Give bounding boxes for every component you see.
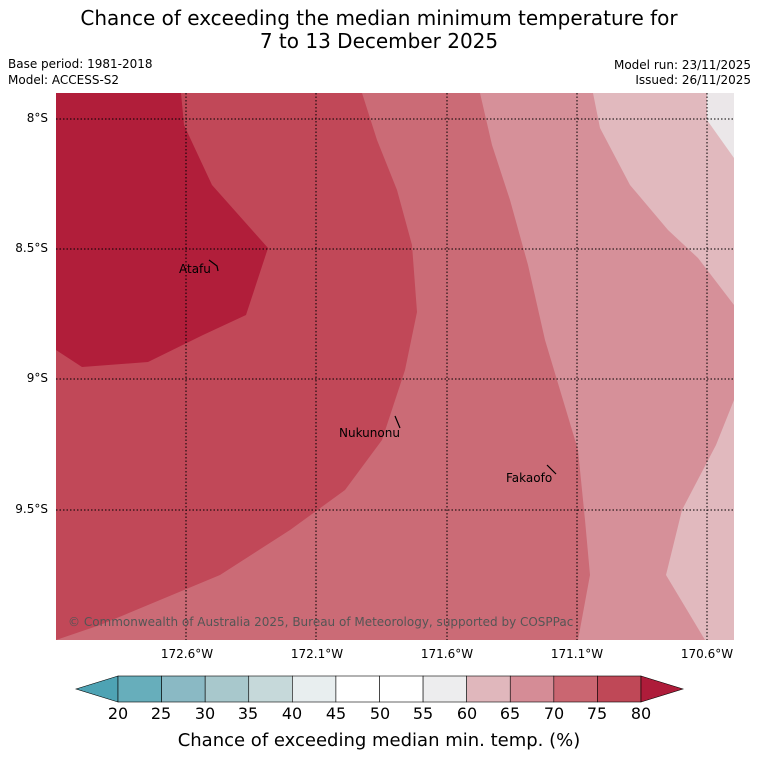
place-nukunonu: Nukunonu xyxy=(339,426,400,440)
map-title-line2: 7 to 13 December 2025 xyxy=(259,29,499,53)
base-period: Base period: 1981-2018 xyxy=(8,57,153,71)
model-name: Model: ACCESS-S2 xyxy=(8,73,120,87)
colorbar-cell xyxy=(597,675,642,703)
colorbar-tick: 80 xyxy=(630,704,652,723)
place-atafu: Atafu xyxy=(179,262,211,276)
issued-date: Issued: 26/11/2025 xyxy=(635,73,751,87)
nukunonu-atoll xyxy=(394,415,401,429)
zone-above-80 xyxy=(56,93,268,367)
colorbar-under-arrow xyxy=(74,675,119,703)
colorbar-label: Chance of exceeding median min. temp. (%… xyxy=(177,730,581,751)
atafu-atoll xyxy=(208,259,219,272)
colorbar-tick: 55 xyxy=(412,704,434,723)
colorbar-cell xyxy=(509,675,555,703)
colorbar-cell xyxy=(379,675,424,703)
lat-label-9s: 9°S xyxy=(26,371,48,385)
colorbar-tick: 40 xyxy=(281,704,303,723)
colorbar-tick: 70 xyxy=(543,704,565,723)
colorbar-over-arrow xyxy=(640,675,685,703)
lon-label-171-1w: 171.1°W xyxy=(550,647,604,661)
fakaofo-atoll xyxy=(546,464,557,475)
colorbar-tick: 65 xyxy=(499,704,521,723)
colorbar-tick: 20 xyxy=(107,704,129,723)
lon-label-170-6w: 170.6°W xyxy=(680,647,734,661)
lat-label-8-5s: 8.5°S xyxy=(15,241,48,255)
colorbar-tick: 50 xyxy=(369,704,391,723)
place-fakaofo: Fakaofo xyxy=(506,471,552,485)
lon-label-171-6w: 171.6°W xyxy=(420,647,474,661)
atolls xyxy=(208,259,557,475)
colorbar-cell xyxy=(117,675,162,703)
model-run: Model run: 23/11/2025 xyxy=(613,58,751,72)
colorbar-cell xyxy=(248,675,293,703)
colorbar-cell xyxy=(466,675,511,703)
colorbar-tick: 35 xyxy=(237,704,259,723)
colorbar-tick: 45 xyxy=(325,704,347,723)
colorbar-tick: 75 xyxy=(586,704,608,723)
colorbar-cells xyxy=(117,675,642,703)
lat-label-8s: 8°S xyxy=(26,111,48,125)
lon-label-172-6w: 172.6°W xyxy=(160,647,214,661)
map-title-line1: Chance of exceeding the median minimum t… xyxy=(80,6,678,30)
colorbar-tick: 30 xyxy=(194,704,216,723)
copyright-note: © Commonwealth of Australia 2025, Bureau… xyxy=(68,615,573,629)
colorbar-cell xyxy=(422,675,467,703)
colorbar-tick: 25 xyxy=(150,704,172,723)
probability-field xyxy=(56,93,734,640)
colorbar-cell xyxy=(335,675,380,703)
lat-label-9-5s: 9.5°S xyxy=(15,502,48,516)
colorbar-cell xyxy=(204,675,250,703)
colorbar-cell xyxy=(292,675,337,703)
colorbar-cell xyxy=(161,675,206,703)
colorbar-cell xyxy=(553,675,598,703)
colorbar-tick: 60 xyxy=(456,704,478,723)
lon-label-172-1w: 172.1°W xyxy=(290,647,344,661)
graticule xyxy=(56,93,734,640)
colorbar xyxy=(74,675,685,703)
